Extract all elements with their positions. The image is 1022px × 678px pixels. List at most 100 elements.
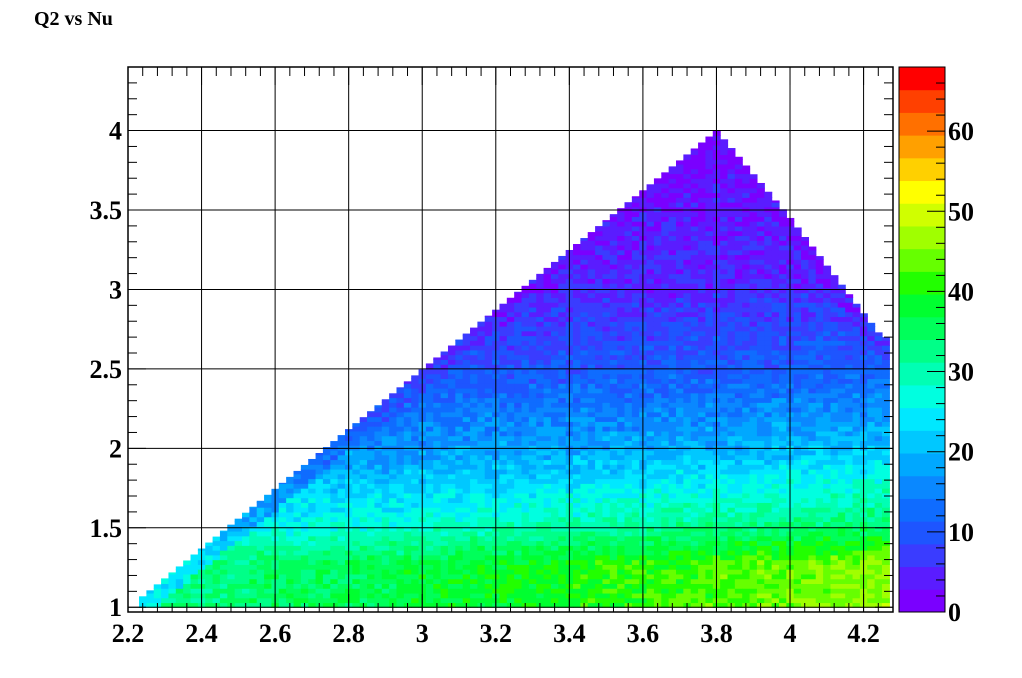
heatmap-cell	[749, 478, 758, 484]
heatmap-cell	[337, 473, 346, 480]
heatmap-cell	[536, 478, 545, 484]
heatmap-cell	[756, 335, 765, 341]
heatmap-cell	[595, 359, 604, 365]
heatmap-cell	[734, 383, 743, 389]
heatmap-cell	[749, 535, 758, 542]
heatmap-cell	[698, 440, 707, 446]
heatmap-cell	[219, 530, 228, 532]
heatmap-cell	[374, 516, 383, 523]
heatmap-cell	[499, 559, 508, 565]
heatmap-cell	[734, 182, 743, 189]
heatmap-cell	[514, 459, 523, 465]
heatmap-cell	[514, 449, 523, 456]
heatmap-cell	[646, 545, 655, 551]
heatmap-cell	[543, 321, 552, 327]
heatmap-cell	[359, 507, 368, 513]
heatmap-cell	[447, 473, 456, 480]
heatmap-cell	[447, 497, 456, 503]
heatmap-cell	[778, 287, 787, 294]
heatmap-cell	[698, 416, 707, 422]
heatmap-cell	[653, 478, 662, 484]
heatmap-cell	[411, 397, 420, 403]
heatmap-cell	[734, 325, 743, 332]
heatmap-cell	[425, 564, 434, 570]
heatmap-cell	[499, 473, 508, 480]
heatmap-cell	[477, 421, 486, 427]
heatmap-cell	[322, 545, 331, 551]
heatmap-cell	[734, 321, 743, 327]
heatmap-cell	[470, 397, 478, 403]
heatmap-cell	[631, 297, 640, 303]
heatmap-cell	[720, 497, 729, 503]
heatmap-cell	[484, 478, 493, 484]
heatmap-cell	[455, 435, 464, 441]
heatmap-cell	[308, 583, 317, 589]
heatmap-cell	[749, 354, 758, 360]
heatmap-cell	[631, 526, 640, 532]
heatmap-cell	[499, 392, 508, 399]
heatmap-cell	[227, 540, 236, 546]
heatmap-cell	[668, 187, 677, 194]
heatmap-cell	[506, 507, 515, 513]
heatmap-cell	[778, 402, 787, 408]
heatmap-cell	[543, 483, 552, 489]
heatmap-cell	[727, 459, 736, 465]
heatmap-cell	[683, 330, 692, 337]
heatmap-cell	[683, 397, 692, 403]
heatmap-cell	[602, 521, 611, 527]
heatmap-cell	[558, 373, 567, 380]
heatmap-cell	[771, 264, 780, 270]
heatmap-cell	[374, 478, 383, 484]
heatmap-cell	[705, 283, 714, 289]
heatmap-cell	[286, 483, 295, 489]
heatmap-cell	[425, 516, 434, 523]
heatmap-cell	[676, 550, 684, 556]
heatmap-cell	[631, 578, 640, 584]
heatmap-cell	[278, 535, 287, 542]
heatmap-cell	[477, 554, 486, 561]
heatmap-cell	[403, 464, 412, 470]
heatmap-cell	[727, 511, 736, 518]
heatmap-cell	[514, 321, 523, 327]
heatmap-cell	[352, 540, 361, 546]
heatmap-cell	[720, 306, 729, 313]
heatmap-cell	[683, 507, 692, 513]
heatmap-cell	[322, 478, 331, 484]
heatmap-cell	[264, 583, 273, 589]
heatmap-cell	[705, 407, 714, 413]
heatmap-cell	[367, 440, 376, 446]
heatmap-cell	[720, 297, 729, 303]
heatmap-cell	[477, 416, 486, 422]
heatmap-cell	[587, 559, 596, 565]
heatmap-cell	[536, 526, 545, 532]
heatmap-cell	[396, 592, 405, 599]
heatmap-cell	[727, 407, 736, 413]
heatmap-cell	[322, 564, 331, 570]
heatmap-cell	[690, 240, 699, 246]
heatmap-cell	[661, 397, 670, 403]
heatmap-cell	[756, 554, 765, 561]
heatmap-cell	[315, 516, 324, 523]
heatmap-cell	[602, 421, 611, 427]
heatmap-cell	[153, 592, 162, 599]
heatmap-cell	[683, 292, 692, 298]
heatmap-cell	[447, 392, 456, 399]
heatmap-cell	[506, 411, 515, 418]
heatmap-cell	[705, 492, 714, 499]
heatmap-cell	[477, 564, 486, 570]
heatmap-cell	[683, 488, 692, 494]
heatmap-cell	[595, 440, 604, 446]
heatmap-cell	[617, 469, 626, 475]
heatmap-cell	[558, 550, 567, 556]
heatmap-cell	[631, 345, 640, 351]
heatmap-cell	[447, 430, 456, 437]
heatmap-cell	[676, 302, 684, 308]
heatmap-cell	[705, 268, 714, 275]
heatmap-cell	[411, 421, 420, 427]
heatmap-cell	[337, 507, 346, 513]
heatmap-cell	[425, 502, 434, 508]
heatmap-cell	[742, 469, 751, 475]
heatmap-cell	[293, 492, 302, 499]
heatmap-cell	[440, 368, 449, 375]
heatmap-cell	[278, 521, 287, 527]
